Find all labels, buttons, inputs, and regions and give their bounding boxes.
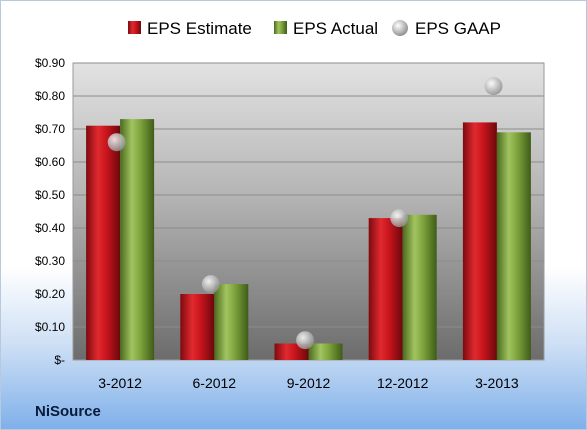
legend-label-estimate: EPS Estimate: [147, 19, 252, 38]
estimate-bar: [86, 125, 121, 360]
y-tick-label: $-: [54, 353, 65, 367]
estimate-bar: [274, 343, 309, 360]
y-tick-label: $0.70: [35, 122, 65, 136]
company-label: NiSource: [35, 403, 101, 420]
y-tick-label: $0.80: [35, 89, 65, 103]
gaap-marker: [484, 77, 503, 96]
actual-bar: [496, 132, 531, 360]
y-axis-ticks: $- $0.10 $0.20 $0.30 $0.40 $0.50 $0.60 $0.70 $0.…: [35, 56, 65, 367]
gaap-markers: [107, 77, 503, 350]
actual-bar: [308, 343, 343, 360]
y-tick-label: $0.20: [35, 287, 65, 301]
y-tick-label: $0.30: [35, 254, 65, 268]
gaap-marker: [296, 331, 315, 350]
y-tick-label: $0.40: [35, 221, 65, 235]
y-tick-label: $0.50: [35, 188, 65, 202]
legend-swatch-estimate: [128, 21, 141, 34]
y-tick-label: $0.90: [35, 56, 65, 70]
x-category-label: 3-2012: [98, 375, 142, 391]
y-tick-label: $0.60: [35, 155, 65, 169]
bars: [86, 119, 531, 361]
legend: EPS Estimate EPS Actual EPS GAAP: [128, 19, 501, 38]
gaap-marker: [390, 209, 409, 228]
x-axis-labels: 3-2012 6-2012 9-2012 12-2012 3-2013: [98, 375, 519, 391]
actual-bar: [402, 214, 437, 360]
estimate-bar: [180, 294, 215, 360]
y-tick-label: $0.10: [35, 320, 65, 334]
legend-swatch-actual: [274, 21, 287, 34]
actual-bar: [214, 284, 249, 360]
legend-label-gaap: EPS GAAP: [415, 19, 501, 38]
estimate-bar: [368, 218, 403, 360]
x-category-label: 6-2012: [193, 375, 237, 391]
x-category-label: 12-2012: [377, 375, 429, 391]
gaap-marker: [107, 133, 126, 152]
legend-swatch-gaap: [392, 20, 408, 36]
x-category-label: 9-2012: [287, 375, 331, 391]
gaap-marker: [201, 275, 220, 294]
actual-bar: [120, 119, 155, 360]
x-category-label: 3-2013: [475, 375, 519, 391]
legend-label-actual: EPS Actual: [293, 19, 378, 38]
estimate-bar: [462, 122, 497, 361]
